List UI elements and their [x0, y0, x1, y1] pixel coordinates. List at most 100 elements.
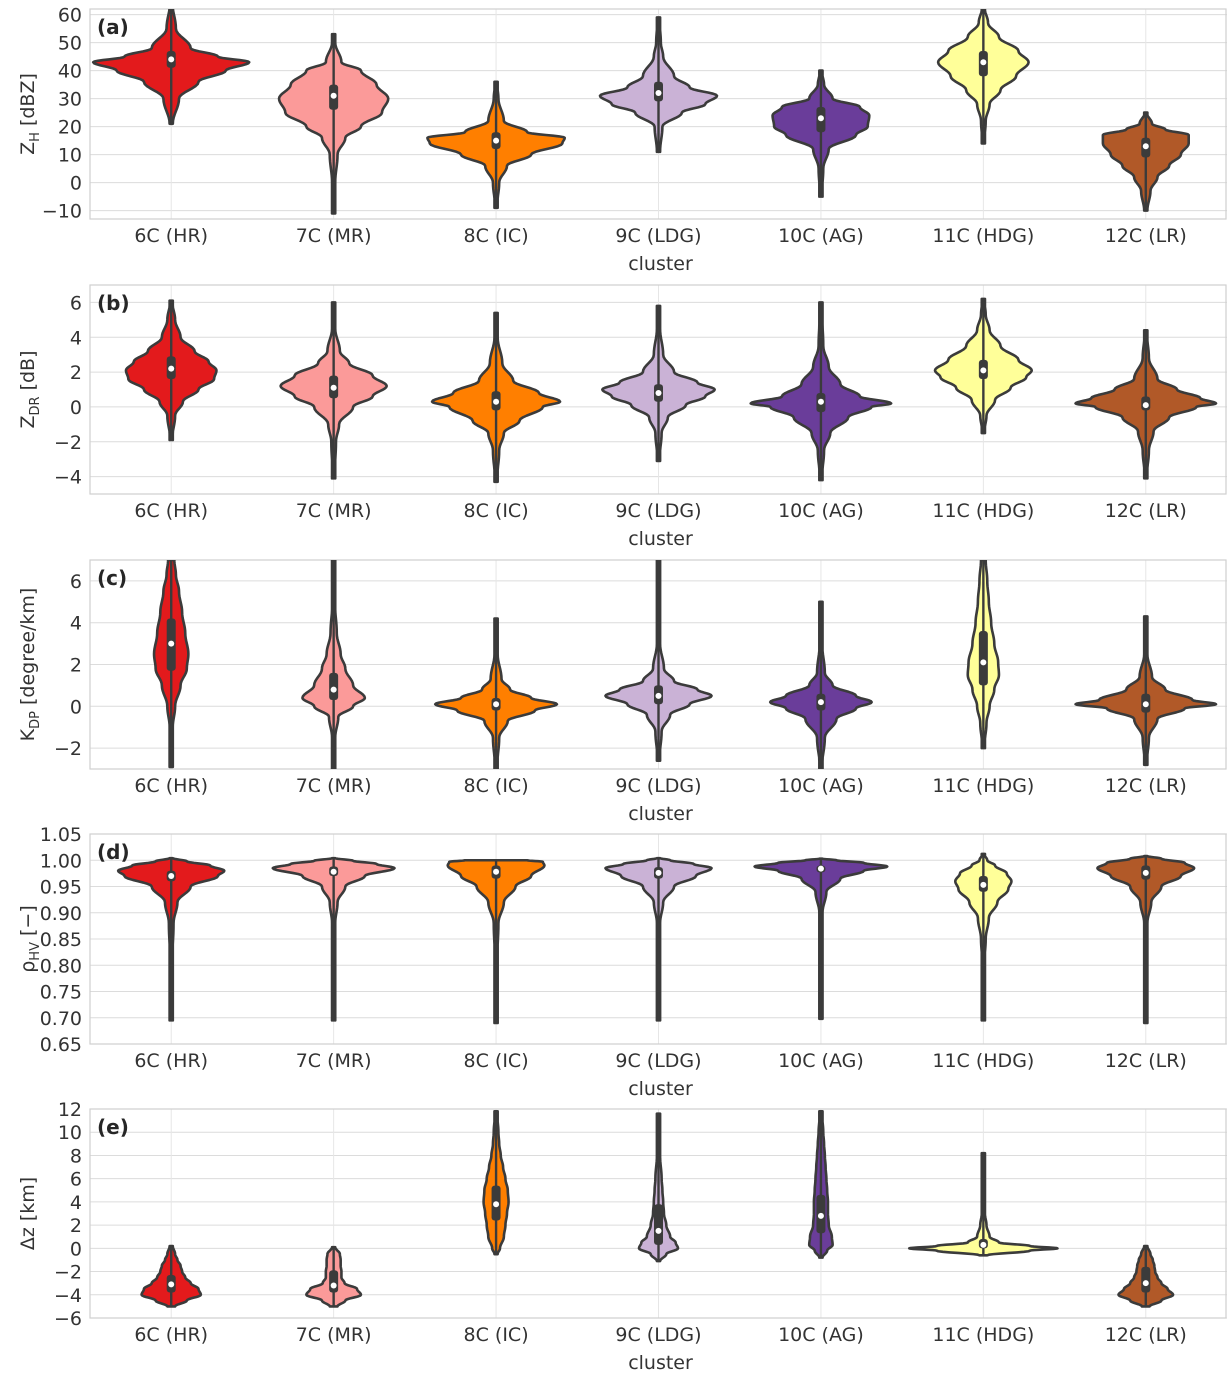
x-category-label: 7C (MR)	[296, 1324, 372, 1346]
violin-median	[330, 686, 337, 693]
x-category-label: 9C (LDG)	[615, 500, 701, 522]
x-category-label: 12C (LR)	[1105, 775, 1187, 797]
y-axis-label-unit: [dB]	[17, 350, 39, 396]
panel-3: −2 0 2 4 6 6C (HR) 7C (MR) 8C (IC) 9C (LDG) 10C (…	[17, 559, 1227, 825]
y-axis-label-main: Z	[17, 142, 39, 155]
panel-4: 0.65 0.70 0.75 0.80 0.85 0.90 0.95 1.00 1.05 6C (…	[17, 824, 1227, 1100]
y-axis-label-unit: [dBZ]	[17, 73, 39, 132]
panel-2: −4 −2 0 2 4 6 6C (HR) 7C (MR) 8C (IC) 9C (LDG) 10C…	[17, 284, 1227, 550]
y-tick-label: 8	[70, 1145, 82, 1167]
y-tick-label: 4	[70, 327, 82, 349]
y-axis-label-sub: H	[28, 132, 43, 142]
x-axis-label: cluster	[628, 1078, 693, 1100]
violin-median	[493, 398, 500, 405]
violin-median	[655, 1227, 662, 1234]
y-tick-label: 1.05	[40, 824, 82, 846]
violin-median	[655, 692, 662, 699]
y-axis-label-main: Δz [km]	[17, 1177, 39, 1250]
violin-median	[817, 865, 824, 872]
y-tick-label: 0.75	[40, 982, 82, 1004]
x-category-label: 8C (IC)	[464, 1050, 529, 1072]
y-tick-label: 10	[58, 145, 82, 167]
x-category-label: 10C (AG)	[778, 1050, 864, 1072]
violin-median	[980, 659, 987, 666]
x-category-label: 11C (HDG)	[932, 500, 1034, 522]
violin-box	[329, 672, 339, 701]
y-tick-label: 1.00	[40, 850, 82, 872]
x-axis-label: cluster	[628, 528, 693, 550]
panel-1: −10 0 10 20 30 40 50 60 6C (HR) 7C (MR) 8C (IC) 9C …	[17, 5, 1227, 275]
violin-median	[330, 92, 337, 99]
x-category-label: 7C (MR)	[296, 500, 372, 522]
x-category-label: 8C (IC)	[464, 1324, 529, 1346]
y-tick-label: 10	[58, 1122, 82, 1144]
violin-median	[980, 881, 987, 888]
y-tick-label: 60	[58, 5, 82, 27]
y-tick-label: 6	[70, 1169, 82, 1191]
x-category-label: 12C (LR)	[1105, 1324, 1187, 1346]
x-category-label: 11C (HDG)	[932, 1324, 1034, 1346]
x-category-label: 6C (HR)	[134, 1050, 208, 1072]
violins	[140, 1110, 1175, 1308]
y-axis-label: ZDR [dB]	[17, 350, 43, 428]
x-category-label: 12C (LR)	[1105, 500, 1187, 522]
x-category-label: 12C (LR)	[1105, 225, 1187, 247]
x-category-label: 7C (MR)	[296, 1050, 372, 1072]
y-axis-label-sub: DP	[28, 711, 43, 729]
plot-frame	[89, 833, 1227, 1045]
violin-median	[168, 56, 175, 63]
y-axis-label-sub: HV	[28, 942, 43, 961]
y-axis-label: ZH [dBZ]	[17, 73, 43, 155]
violin-median	[980, 59, 987, 66]
y-tick-label: −2	[54, 738, 82, 760]
y-axis-label: Δz [km]	[17, 1177, 39, 1250]
plot-frame	[89, 284, 1227, 495]
x-category-label: 8C (IC)	[464, 225, 529, 247]
x-category-label: 10C (AG)	[778, 225, 864, 247]
y-tick-label: −10	[42, 201, 82, 223]
plot-frame	[89, 1108, 1227, 1319]
violin-median	[655, 90, 662, 96]
x-category-label: 6C (HR)	[134, 1324, 208, 1346]
y-tick-label: 4	[70, 1192, 82, 1214]
x-axis-label: cluster	[628, 803, 693, 825]
x-category-label: 8C (IC)	[464, 775, 529, 797]
violin-median	[980, 1241, 987, 1248]
x-category-label: 10C (AG)	[778, 500, 864, 522]
violin-median	[1142, 701, 1149, 708]
violin-median	[493, 137, 500, 144]
y-tick-label: 6	[70, 571, 82, 593]
x-category-label: 9C (LDG)	[615, 225, 701, 247]
x-category-label: 11C (HDG)	[932, 225, 1034, 247]
panel-label: (c)	[97, 566, 127, 590]
y-axis-label: ρHV [−]	[17, 905, 43, 973]
x-category-label: 7C (MR)	[296, 225, 372, 247]
y-tick-label: −4	[54, 467, 82, 489]
violin-median	[980, 367, 987, 374]
y-axis-label-main: Z	[17, 415, 39, 428]
y-tick-label: 0	[70, 397, 82, 419]
x-category-label: 9C (LDG)	[615, 775, 701, 797]
violin-median	[493, 701, 500, 708]
y-tick-label: 2	[70, 362, 82, 384]
violin-box	[1141, 1266, 1151, 1293]
x-category-label: 10C (AG)	[778, 1324, 864, 1346]
y-axis-label-unit: [−]	[17, 905, 39, 942]
y-tick-label: 0.95	[40, 877, 82, 899]
x-axis-label: cluster	[628, 1352, 693, 1373]
violins	[91, 9, 1190, 215]
x-category-label: 11C (HDG)	[932, 1050, 1034, 1072]
violin-box	[978, 631, 988, 686]
y-tick-label: −4	[54, 1285, 82, 1307]
x-category-label: 12C (LR)	[1105, 1050, 1187, 1072]
x-category-label: 10C (AG)	[778, 775, 864, 797]
violin-median	[493, 1201, 500, 1208]
y-tick-label: 20	[58, 117, 82, 139]
violin-median	[330, 1282, 337, 1289]
violin-median	[817, 398, 824, 405]
y-axis-label-sub: DR	[28, 396, 43, 415]
y-tick-label: 0	[70, 173, 82, 195]
violin-median	[493, 868, 500, 875]
